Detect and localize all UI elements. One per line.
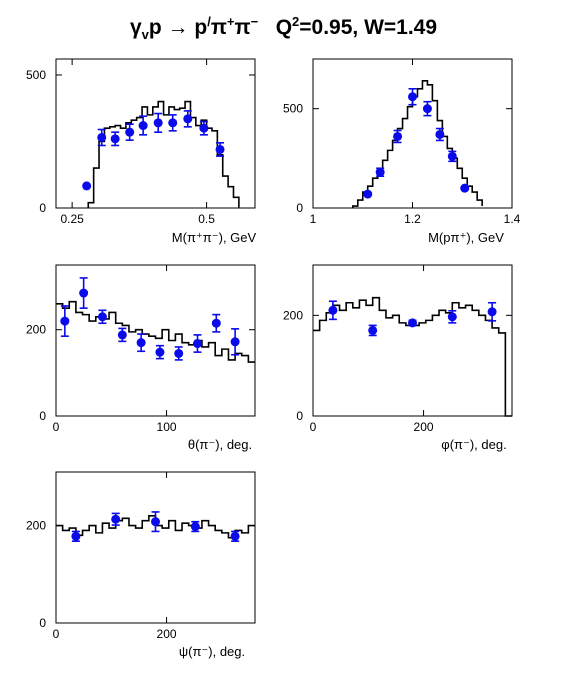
title-gamma: γ <box>129 16 142 39</box>
data-point <box>447 312 457 322</box>
title-pi-plus: π <box>210 16 227 39</box>
title-pi-minus-charge: − <box>250 14 259 29</box>
y-tick-label: 200 <box>26 519 46 533</box>
data-point <box>408 92 417 102</box>
x-tick-label: 0 <box>53 627 60 641</box>
y-tick-label: 0 <box>296 201 303 215</box>
histogram-line <box>56 300 255 363</box>
data-point <box>183 114 193 124</box>
x-tick-label: 0.5 <box>198 212 215 226</box>
data-point <box>447 151 457 161</box>
x-tick-label: 0 <box>53 420 60 434</box>
x-axis-label: M(π⁺π⁻), GeV <box>172 230 257 245</box>
histogram-line <box>352 80 483 208</box>
y-tick-label: 0 <box>39 409 46 423</box>
plot-frame <box>55 58 256 209</box>
data-point <box>328 305 338 315</box>
data-point <box>136 338 146 348</box>
y-tick-label: 500 <box>283 102 303 116</box>
panel-phi: 0 200 0 200 φ(π⁻), deg. <box>283 264 513 452</box>
data-point <box>230 337 240 347</box>
data-point <box>368 325 378 335</box>
plot-frame <box>312 264 513 417</box>
plot-frame <box>55 264 256 417</box>
data-point <box>71 531 81 541</box>
chart-title: γvp → p/π+π− Q2=0.95, W=1.49 <box>0 14 567 42</box>
data-point <box>82 181 92 191</box>
data-point <box>375 167 385 177</box>
x-tick-label: 200 <box>414 420 434 434</box>
y-tick-label: 500 <box>26 68 46 82</box>
title-gamma-sub: v <box>141 27 149 43</box>
panel-theta: 0 100 0 200 θ(π⁻), deg. <box>26 264 256 452</box>
x-tick-label: 200 <box>157 627 177 641</box>
y-tick-label: 0 <box>39 201 46 215</box>
y-tick-label: 0 <box>296 409 303 423</box>
plot-frame <box>55 471 256 624</box>
title-pi-plus-charge: + <box>226 14 235 29</box>
x-axis-label: ψ(π⁻), deg. <box>179 644 245 659</box>
plot-frame <box>312 58 513 209</box>
data-point <box>460 183 470 193</box>
data-point <box>97 312 107 322</box>
data-point <box>138 121 148 131</box>
histogram-line <box>87 100 240 208</box>
data-point <box>111 514 121 524</box>
data-point <box>393 131 403 141</box>
data-point <box>215 144 225 154</box>
x-tick-label: 100 <box>157 420 177 434</box>
y-tick-label: 0 <box>39 616 46 630</box>
data-point <box>60 316 70 326</box>
data-point <box>97 132 107 142</box>
data-point <box>153 118 163 128</box>
data-point <box>487 307 497 317</box>
title-q: Q <box>275 16 293 39</box>
title-q-exp: 2 <box>292 14 300 29</box>
x-tick-label: 0.25 <box>60 212 84 226</box>
data-point <box>125 127 135 137</box>
data-point <box>174 348 184 358</box>
y-tick-label: 200 <box>26 323 46 337</box>
data-point <box>435 129 445 139</box>
data-point <box>190 522 200 532</box>
x-axis-label: φ(π⁻), deg. <box>441 437 506 452</box>
x-tick-label: 1.2 <box>404 212 421 226</box>
x-axis-label: M(pπ⁺), GeV <box>428 230 504 245</box>
data-point <box>211 318 221 328</box>
x-tick-label: 1 <box>310 212 317 226</box>
histogram-line <box>313 296 512 417</box>
title-prime: / <box>207 14 211 29</box>
panel-mass-ppiplus: 1 1.2 1.4 0 500 M(pπ⁺), GeV <box>283 58 521 245</box>
data-point <box>422 104 432 114</box>
x-axis-label: θ(π⁻), deg. <box>188 437 252 452</box>
data-point <box>151 517 160 527</box>
y-tick-label: 200 <box>283 308 303 322</box>
panel-mass-pipi: 0.25 0.5 0 500 M(π⁺π⁻), GeV <box>26 58 257 245</box>
title-kinematics: =0.95, W=1.49 <box>299 16 438 39</box>
x-tick-label: 1.4 <box>504 212 521 226</box>
data-point <box>168 118 178 128</box>
data-point <box>79 288 89 298</box>
x-tick-label: 0 <box>310 420 317 434</box>
data-point <box>155 347 165 357</box>
data-point <box>193 339 203 349</box>
data-point <box>408 318 417 328</box>
data-point <box>110 134 120 144</box>
data-point <box>199 123 209 133</box>
title-pi-minus: π <box>234 16 251 39</box>
data-point <box>230 531 240 541</box>
data-point <box>117 330 127 340</box>
data-point <box>363 189 373 199</box>
title-reaction: p → p <box>148 16 208 39</box>
